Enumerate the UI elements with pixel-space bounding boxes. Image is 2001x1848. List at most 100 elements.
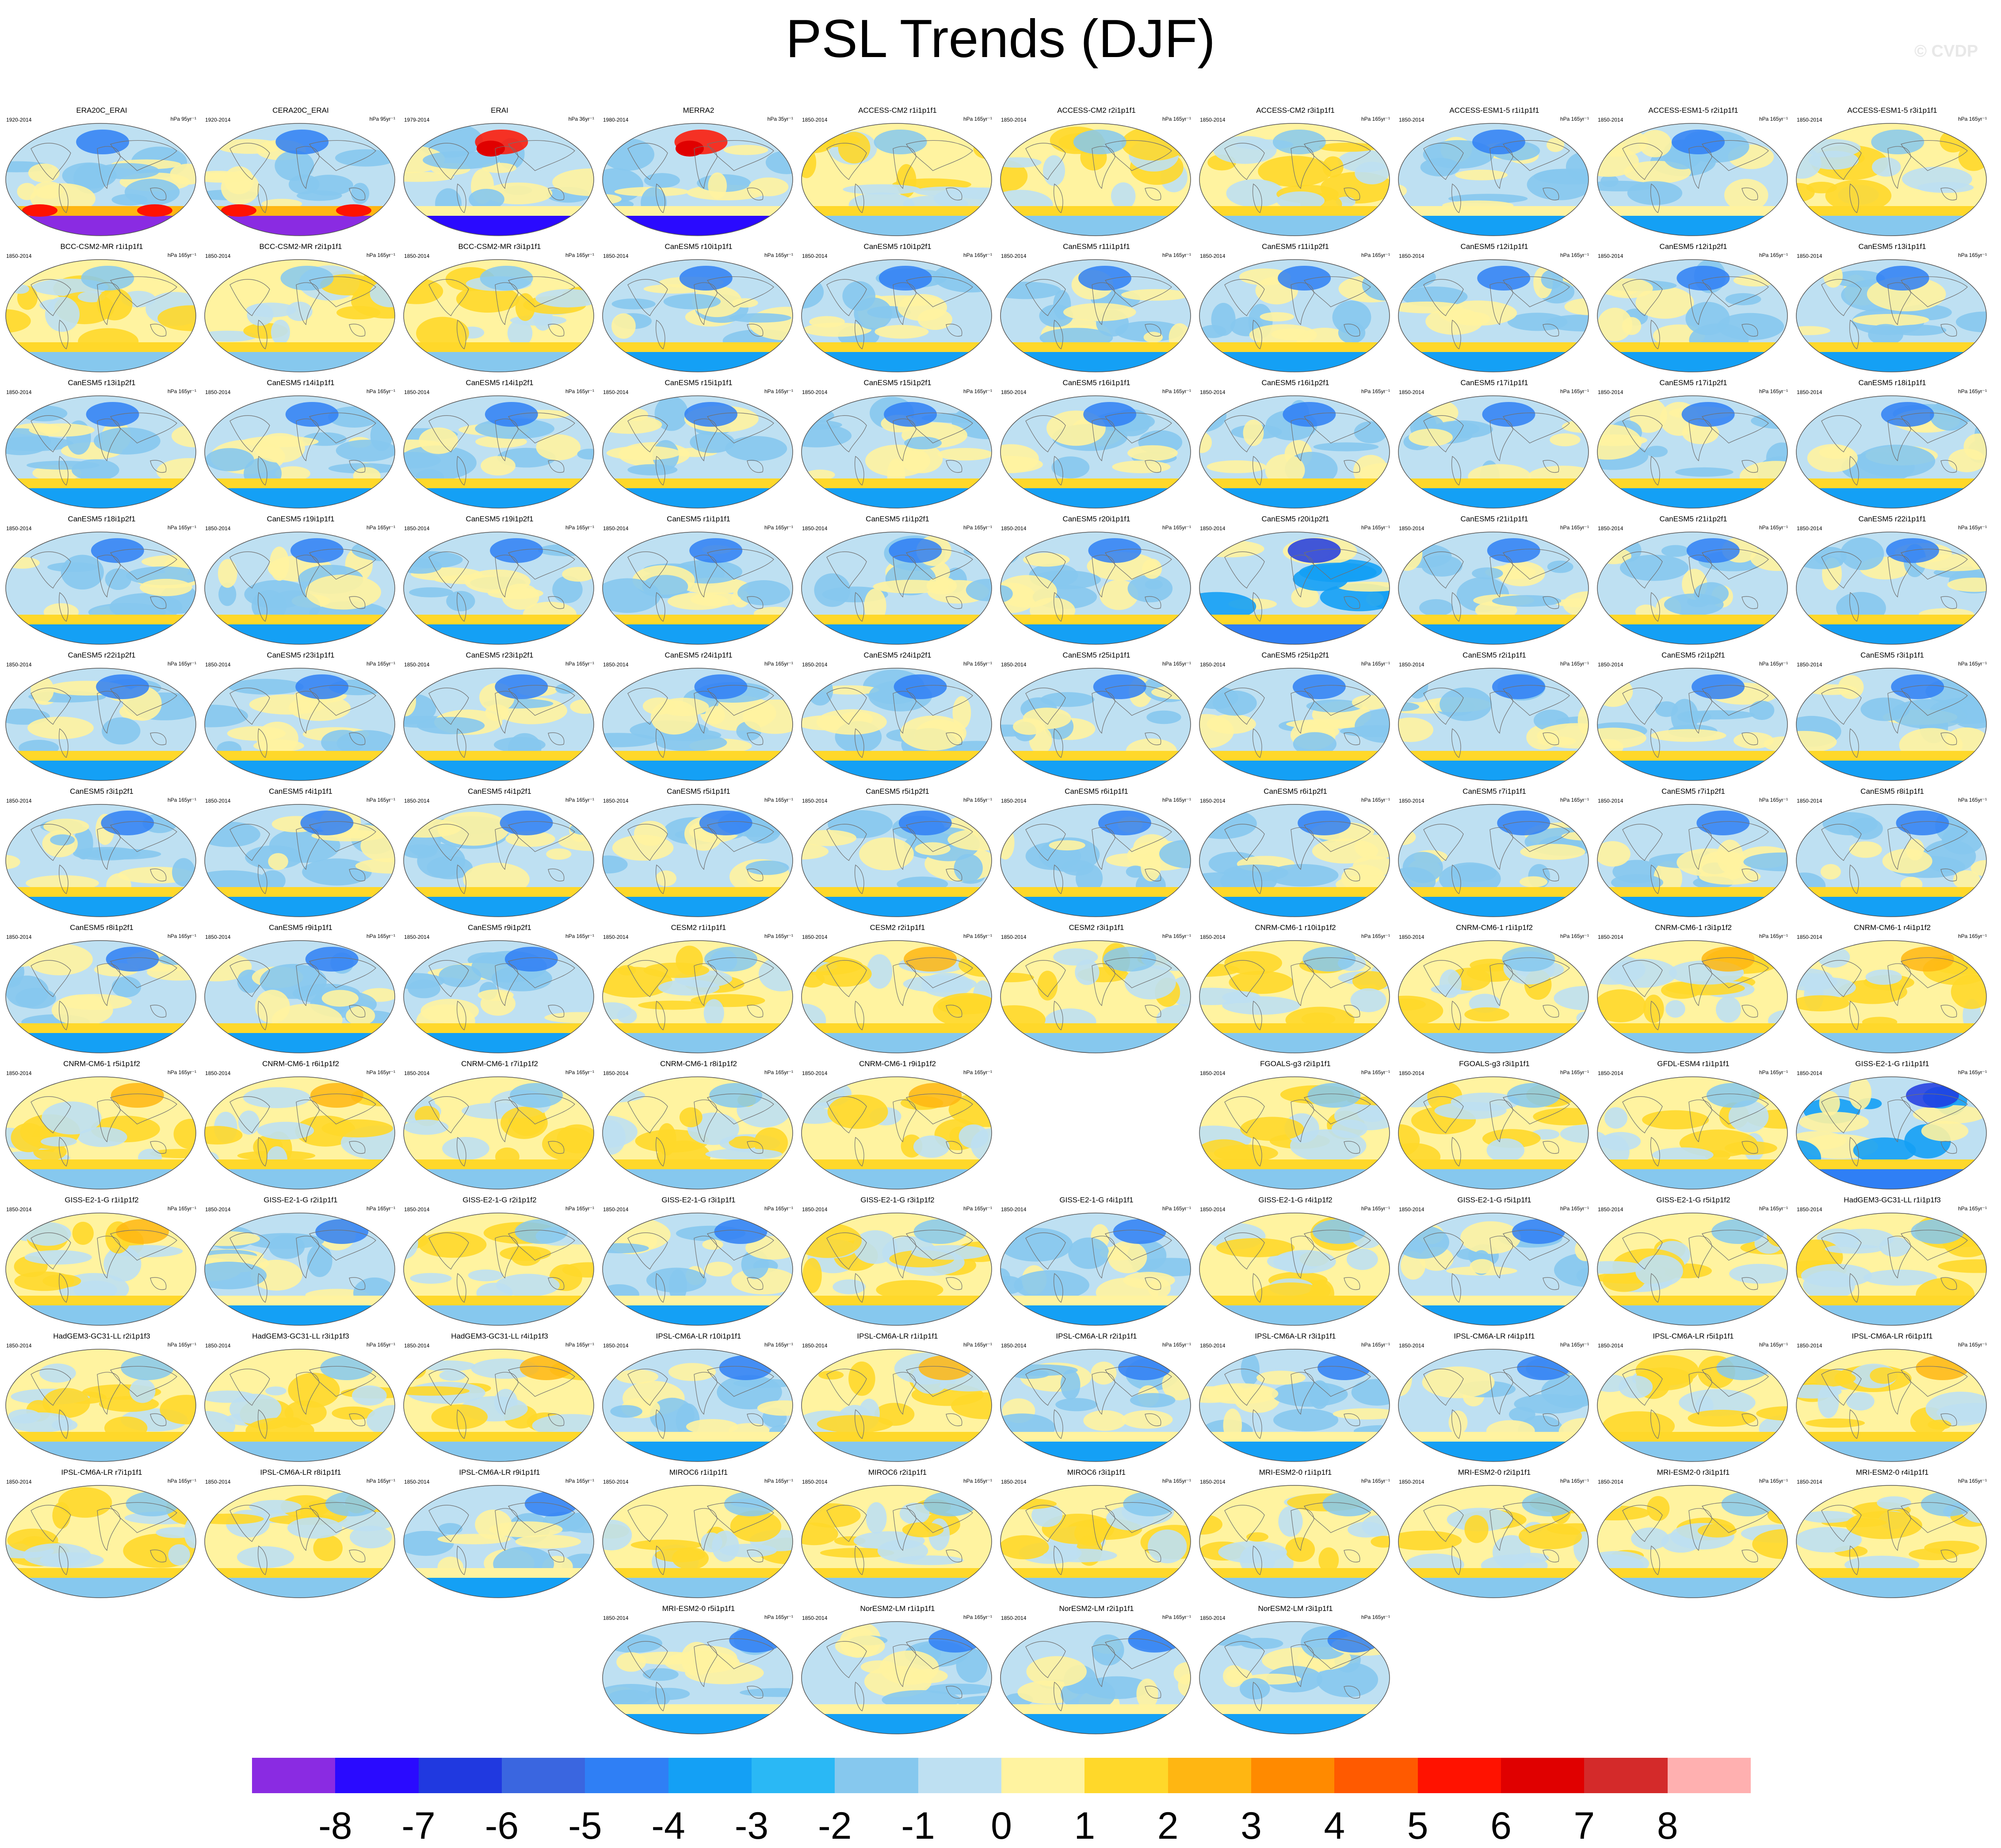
trend-map: [1597, 259, 1788, 372]
panel-title: ACCESS-ESM1-5 r1i1p1f1: [1449, 106, 1539, 115]
panel-units: hPa 165yr⁻¹: [963, 524, 992, 531]
trend-map: [1398, 804, 1589, 917]
panel-units: hPa 165yr⁻¹: [1958, 524, 1987, 531]
panel-period: 1920-2014: [6, 117, 32, 123]
panel-units: hPa 165yr⁻¹: [565, 933, 594, 939]
panel-title: CanESM5 r11i1p2f1: [1262, 242, 1329, 251]
panel-title: IPSL-CM6A-LR r2i1p1f1: [1056, 1332, 1137, 1340]
colorbar-swatch: [252, 1758, 336, 1793]
panel-period: 1979-2014: [404, 117, 430, 123]
panel-units: hPa 165yr⁻¹: [963, 116, 992, 122]
colorbar-tick-label: 1: [1074, 1805, 1096, 1847]
panel-units: hPa 165yr⁻¹: [167, 524, 196, 531]
panel-period: 1850-2014: [603, 1206, 629, 1213]
trend-map: [5, 1213, 196, 1326]
panel-title: CanESM5 r12i1p1f1: [1460, 242, 1528, 251]
panel-units: hPa 165yr⁻¹: [167, 1478, 196, 1484]
map-panel: CanESM5 r9i1p1f1 1850-2014 hPa 165yr⁻¹: [203, 923, 398, 1056]
panel-period: 1850-2014: [1399, 1070, 1424, 1076]
trend-map: [602, 1213, 793, 1326]
panel-period: 1850-2014: [1399, 1206, 1424, 1213]
panel-title: CanESM5 r15i1p2f1: [863, 379, 932, 387]
map-panel: CanESM5 r13i1p2f1 1850-2014 hPa 165yr⁻¹: [4, 379, 199, 511]
trend-map: [204, 395, 395, 509]
panel-period: 1850-2014: [205, 662, 231, 668]
trend-map: [1199, 123, 1390, 236]
panel-period: 1850-2014: [6, 253, 32, 259]
map-panel: NorESM2-LM r1i1p1f1 1850-2014 hPa 165yr⁻¹: [800, 1604, 995, 1737]
map-panel: CanESM5 r12i1p2f1 1850-2014 hPa 165yr⁻¹: [1596, 242, 1791, 375]
trend-map: [403, 1349, 594, 1462]
panel-units: hPa 165yr⁻¹: [1361, 116, 1390, 122]
panel-units: hPa 165yr⁻¹: [167, 388, 196, 394]
panel-title: CanESM5 r11i1p1f1: [1063, 242, 1130, 251]
colorbar-tick-label: -8: [318, 1805, 352, 1847]
trend-map: [1398, 668, 1589, 781]
panel-units: hPa 165yr⁻¹: [167, 933, 196, 939]
panel-period: 1850-2014: [802, 117, 828, 123]
panel-period: 1980-2014: [603, 117, 629, 123]
panel-period: 1850-2014: [1598, 1070, 1623, 1076]
panel-title: CERA20C_ERAI: [272, 106, 329, 115]
panel-title: BCC-CSM2-MR r2i1p1f1: [259, 242, 342, 251]
trend-map: [602, 259, 793, 372]
panel-period: 1850-2014: [205, 1343, 231, 1349]
panel-period: 1850-2014: [1598, 662, 1623, 668]
panel-period: 1850-2014: [603, 389, 629, 395]
panel-period: 1850-2014: [603, 1615, 629, 1621]
trend-map: [204, 1349, 395, 1462]
trend-map: [801, 1485, 992, 1598]
map-panel: CanESM5 r20i1p1f1 1850-2014 hPa 165yr⁻¹: [999, 515, 1194, 647]
panel-period: 1850-2014: [1001, 1343, 1027, 1349]
panel-units: hPa 165yr⁻¹: [1958, 1069, 1987, 1075]
copyright-mark: © CVDP: [1914, 42, 1978, 61]
panel-period: 1850-2014: [404, 1070, 430, 1076]
map-panel: MIROC6 r1i1p1f1 1850-2014 hPa 165yr⁻¹: [601, 1468, 796, 1601]
panel-period: 1850-2014: [205, 389, 231, 395]
panel-period: 1850-2014: [1797, 662, 1822, 668]
panel-units: hPa 165yr⁻¹: [1759, 1069, 1788, 1075]
panel-title: MIROC6 r2i1p1f1: [868, 1468, 927, 1477]
trend-map: [602, 123, 793, 236]
colorbar-tick-label: 0: [991, 1805, 1012, 1847]
panel-title: CNRM-CM6-1 r4i1p1f2: [1854, 923, 1931, 932]
trend-map: [1199, 1213, 1390, 1326]
colorbar-tick-label: 3: [1241, 1805, 1262, 1847]
map-panel: FGOALS-g3 r2i1p1f1 1850-2014 hPa 165yr⁻¹: [1198, 1060, 1393, 1192]
trend-map: [1199, 532, 1390, 645]
trend-map: [1199, 395, 1390, 509]
trend-map: [801, 1076, 992, 1190]
panel-units: hPa 165yr⁻¹: [764, 661, 793, 667]
panel-title: CNRM-CM6-1 r9i1p1f2: [859, 1060, 936, 1068]
panel-period: 1850-2014: [1797, 1206, 1822, 1213]
panel-units: hPa 165yr⁻¹: [764, 524, 793, 531]
panel-period: 1850-2014: [404, 525, 430, 532]
trend-map: [1000, 532, 1191, 645]
panel-units: hPa 165yr⁻¹: [565, 524, 594, 531]
trend-map: [801, 532, 992, 645]
panel-title: CanESM5 r4i1p2f1: [468, 787, 531, 796]
panel-units: hPa 165yr⁻¹: [1361, 1342, 1390, 1348]
panel-title: GISS-E2-1-G r3i1p1f1: [661, 1196, 736, 1204]
panel-period: 1850-2014: [1001, 253, 1027, 259]
map-panel: CanESM5 r7i1p1f1 1850-2014 hPa 165yr⁻¹: [1397, 787, 1592, 920]
panel-units: hPa 165yr⁻¹: [167, 661, 196, 667]
panel-title: IPSL-CM6A-LR r10i1p1f1: [656, 1332, 741, 1340]
panel-units: hPa 165yr⁻¹: [167, 1342, 196, 1348]
panel-units: hPa 165yr⁻¹: [764, 1478, 793, 1484]
trend-map: [1398, 395, 1589, 509]
panel-period: 1850-2014: [404, 934, 430, 940]
panel-title: HadGEM3-GC31-LL r3i1p1f3: [252, 1332, 349, 1340]
panel-units: hPa 165yr⁻¹: [1958, 252, 1987, 258]
panel-units: hPa 165yr⁻¹: [1560, 797, 1589, 803]
trend-map: [5, 940, 196, 1053]
panel-units: hPa 165yr⁻¹: [1361, 1069, 1390, 1075]
trend-map: [1597, 1213, 1788, 1326]
map-panel: ACCESS-CM2 r3i1p1f1 1850-2014 hPa 165yr⁻¹: [1198, 106, 1393, 239]
trend-map: [403, 123, 594, 236]
map-panel: CESM2 r2i1p1f1 1850-2014 hPa 165yr⁻¹: [800, 923, 995, 1056]
trend-map: [403, 259, 594, 372]
panel-title: CanESM5 r10i1p1f1: [664, 242, 733, 251]
panel-units: hPa 165yr⁻¹: [1162, 1205, 1191, 1212]
panel-period: 1850-2014: [802, 1615, 828, 1621]
